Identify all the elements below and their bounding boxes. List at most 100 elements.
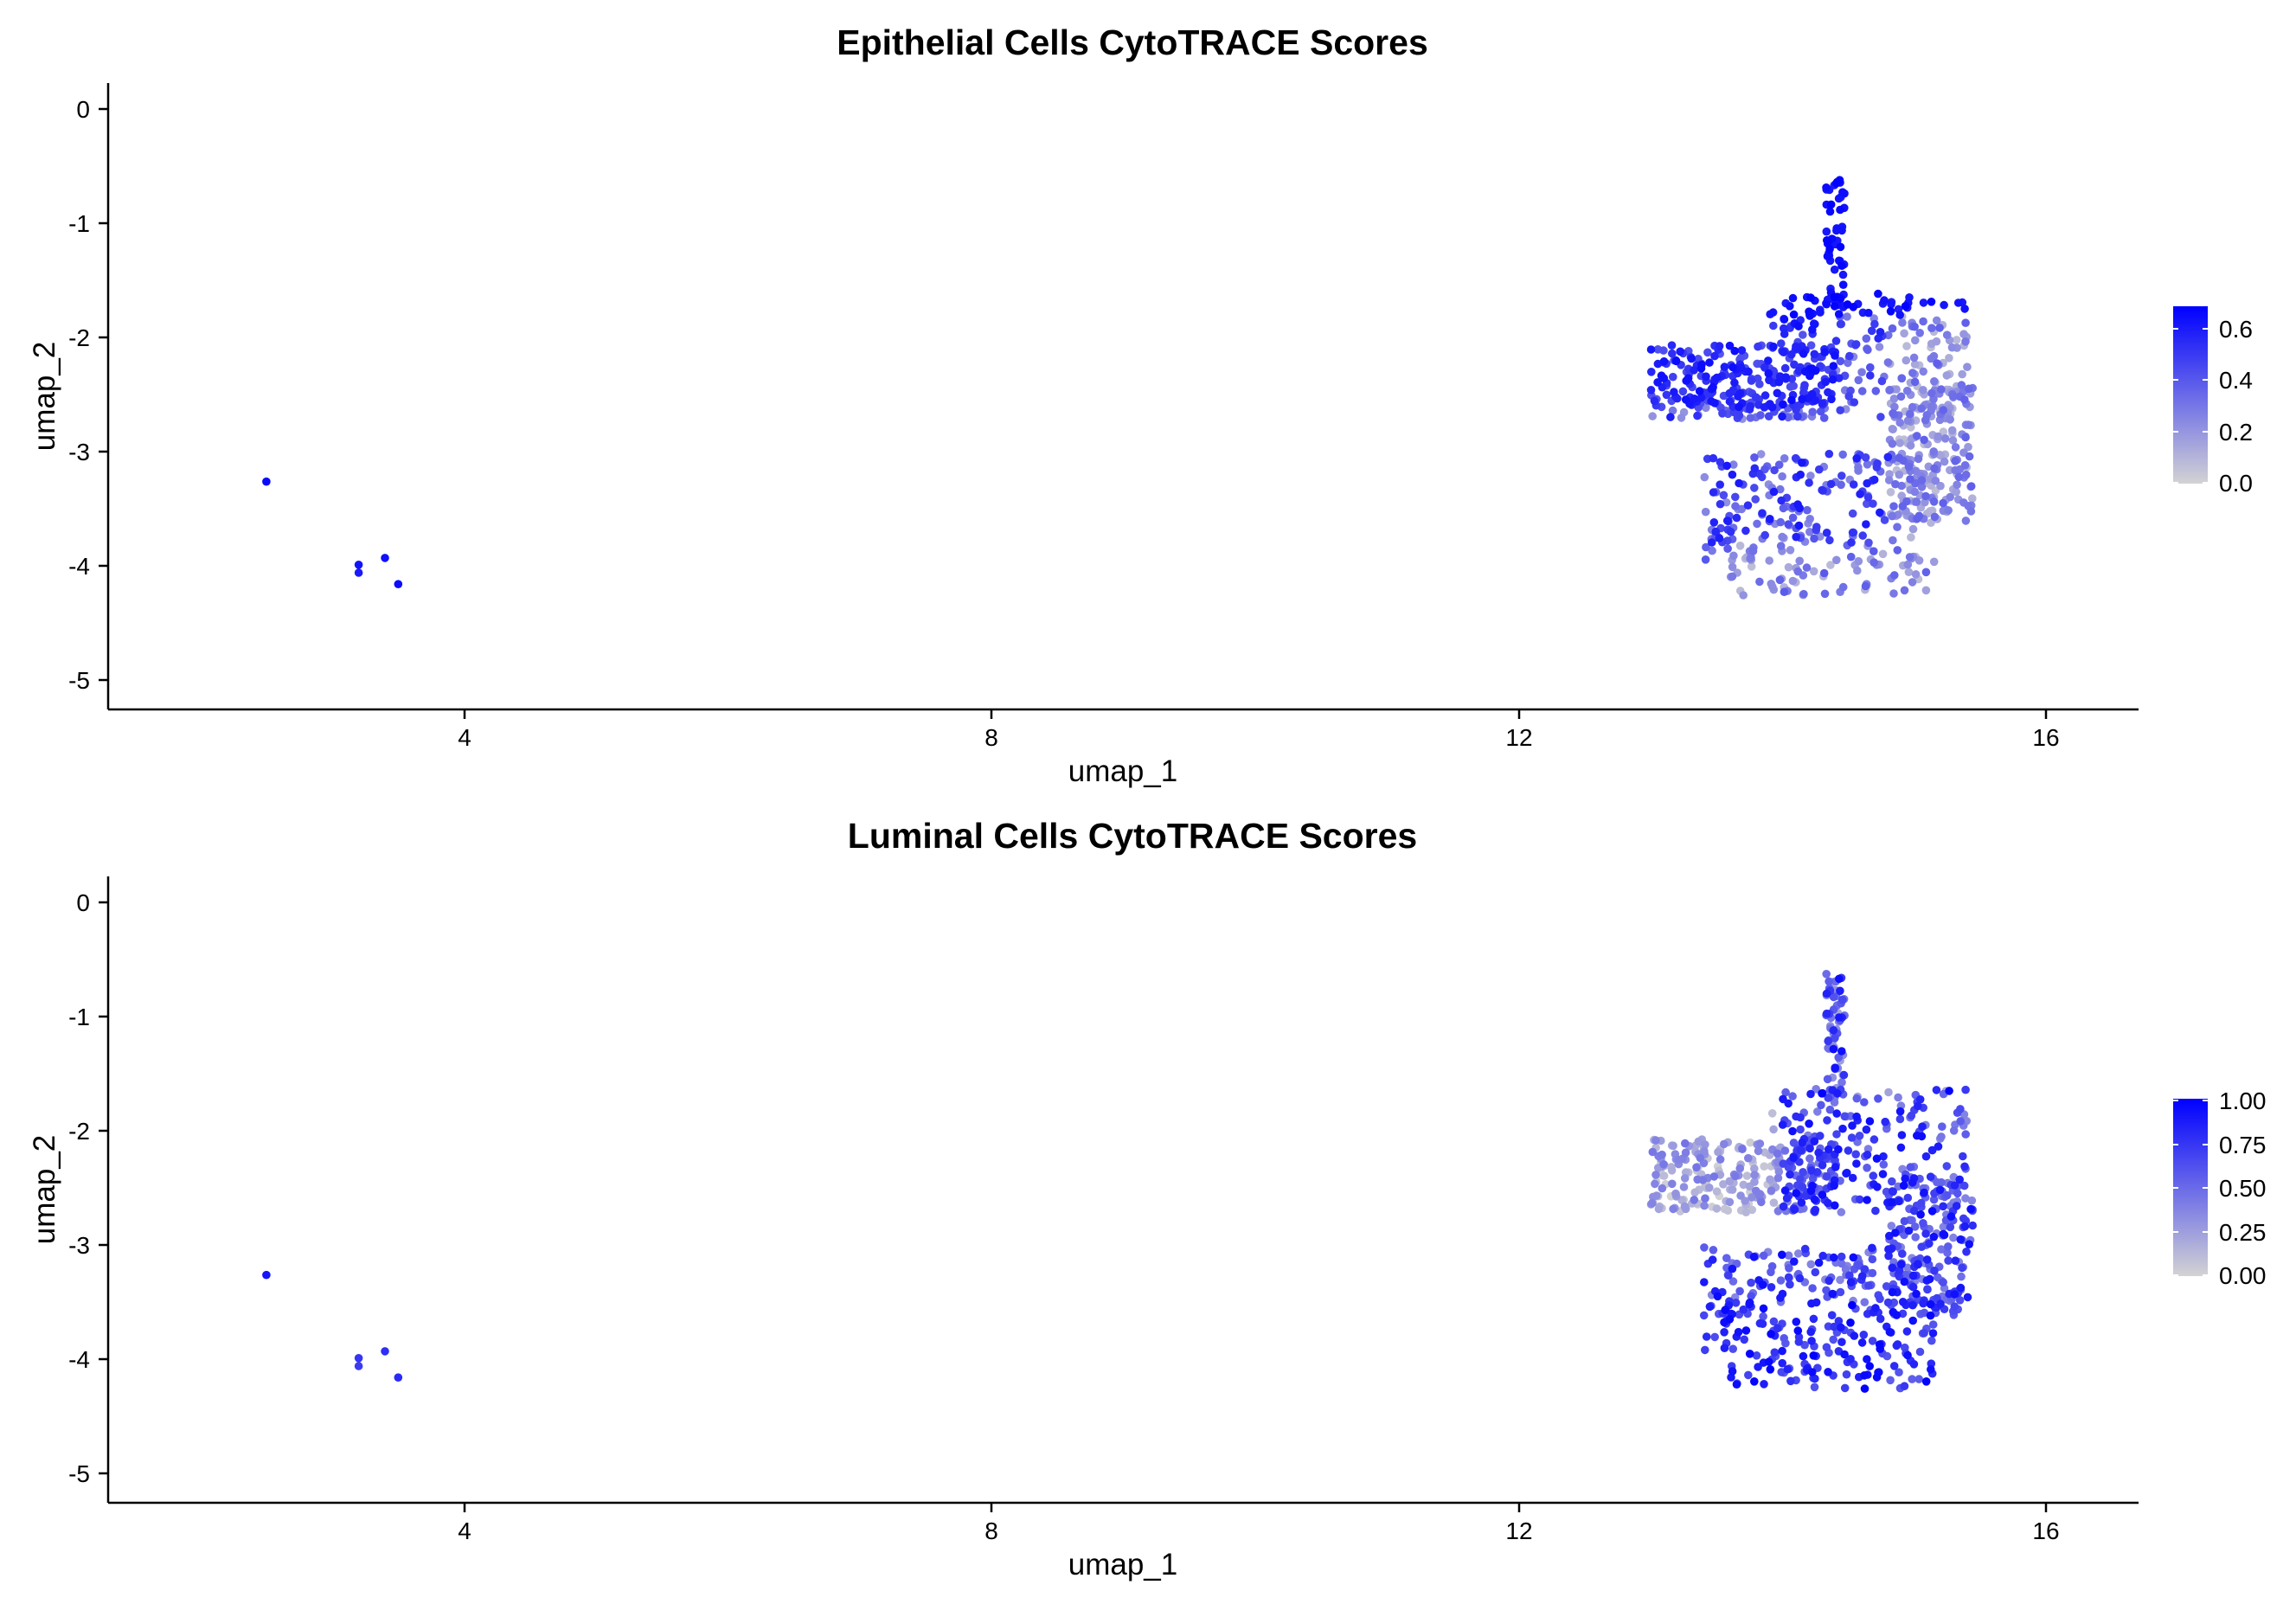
scatter-point [1767,1109,1777,1118]
scatter-point [1940,457,1949,466]
scatter-point [1696,393,1706,402]
scatter-point [1702,372,1710,382]
scatter-point [1835,374,1844,382]
scatter-point [1681,395,1690,404]
scatter-point [1719,1180,1728,1189]
scatter-point [1852,1159,1861,1168]
scatter-point [1793,344,1802,353]
scatter-point [1718,409,1727,418]
scatter-point [1806,1260,1816,1269]
scatter-point [1956,1117,1965,1126]
scatter-point [1917,1242,1926,1251]
scatter-point [1829,1044,1838,1054]
scatter-point [1947,343,1957,352]
scatter-point [1725,341,1735,350]
scatter-point [1926,1299,1935,1309]
scatter-point [1885,1327,1895,1337]
scatter-point [1836,205,1844,215]
scatter-point [1959,1181,1969,1190]
scatter-point [1897,481,1906,491]
scatter-point [1935,324,1944,332]
scatter-point [1747,553,1755,562]
scatter-point [1690,1188,1699,1197]
scatter-point [381,1347,389,1356]
scatter-point [1840,1350,1849,1359]
scatter-point [1796,1125,1805,1134]
scatter-point [1927,1365,1935,1374]
scatter-point [1728,1277,1738,1286]
y-tick-label: -5 [68,1460,90,1487]
scatter-point [1930,377,1939,386]
scatter-point [1776,484,1785,494]
scatter-point [1700,1243,1709,1252]
scatter-point [1871,1304,1880,1312]
scatter-point [1806,341,1816,350]
scatter-point [1737,504,1747,514]
scatter-point [1846,1355,1855,1363]
scatter-point [1701,507,1710,516]
scatter-point [1778,472,1786,481]
scatter-point [1874,1094,1882,1103]
scatter-point [1917,1132,1927,1141]
scatter-point [1942,1190,1952,1200]
scatter-point [1853,1138,1862,1146]
scatter-point [1921,1377,1931,1386]
scatter-point [354,568,363,577]
scatter-point [1808,407,1817,417]
scatter-point [1671,356,1681,366]
scatter-point [1829,1335,1837,1344]
scatter-point [1822,227,1831,236]
scatter-point [1659,346,1668,355]
scatter-point [1889,395,1899,403]
scatter-point [1816,308,1825,317]
scatter-point [1953,298,1963,307]
scatter-point [1799,1168,1807,1177]
scatter-point [1945,1087,1953,1095]
scatter-point [1670,388,1678,396]
scatter-point [1780,1334,1788,1343]
scatter-point [1816,1132,1825,1140]
scatter-point [1787,395,1796,405]
scatter-point [1725,1315,1735,1324]
scatter-point [1729,551,1738,561]
scatter-point [1847,1133,1857,1142]
scatter-point [1788,1126,1797,1136]
scatter-point [1790,1257,1799,1266]
scatter-point [1725,388,1734,398]
scatter-point [1831,1163,1840,1171]
scatter-point [1712,1204,1722,1213]
scatter-point [1964,420,1973,429]
scatter-point [1942,1162,1952,1171]
scatter-point [1930,1267,1939,1275]
chart-panel-epithelial: Epithelial Cells CytoTRACE Scores 0 -1 -… [28,22,2253,788]
scatter-point [1814,1258,1824,1267]
scatter-point [1863,478,1871,488]
scatter-point [1908,1178,1917,1187]
scatter-point [1854,375,1863,385]
scatter-point [1728,572,1737,581]
scatter-point [1836,406,1844,415]
scatter-point [1746,1138,1754,1147]
scatter-point [1830,292,1839,302]
scatter-point [1778,1250,1786,1260]
scatter-point [1832,177,1842,187]
scatter-point [1819,568,1829,578]
scatter-point [1659,1171,1669,1180]
scatter-point [1822,970,1831,978]
scatter-point [1931,476,1940,485]
scatter-point [1934,432,1942,441]
scatter-point [1668,406,1677,415]
scatter-point [1837,1338,1846,1346]
scatter-points [262,176,1977,600]
scatter-point [1799,589,1808,599]
scatter-point [1648,1198,1657,1208]
scatter-point [1861,581,1870,591]
scatter-point [1884,1088,1893,1097]
scatter-point [1830,1322,1838,1331]
scatter-point [1751,1186,1760,1196]
legend-tick-label: 0.0 [2219,470,2253,497]
scatter-point [1961,1130,1970,1139]
scatter-point [1896,1143,1906,1152]
scatter-point [1942,371,1952,380]
scatter-point [1825,245,1834,253]
